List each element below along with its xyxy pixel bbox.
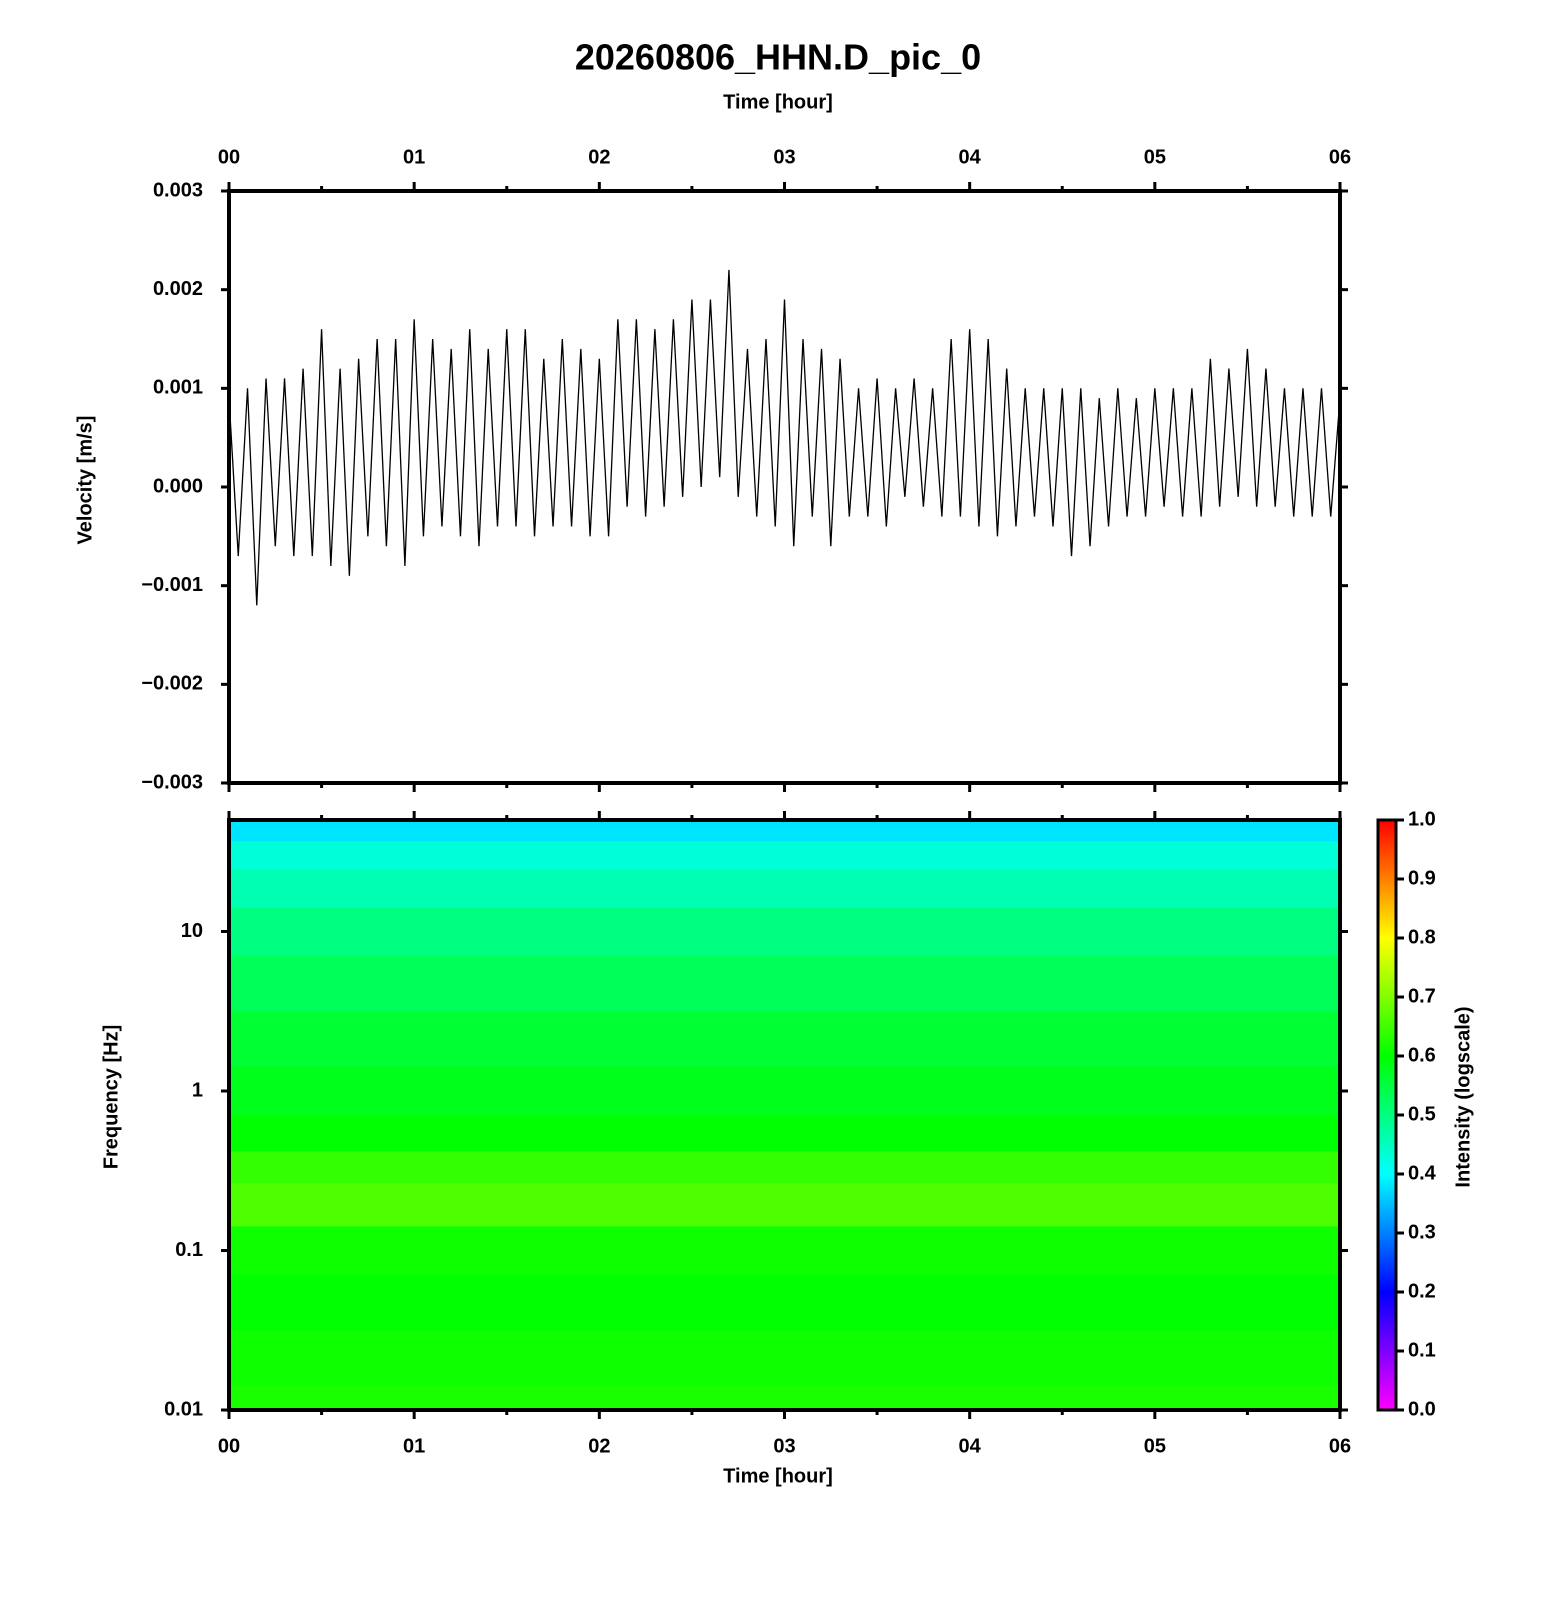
y-tick-label: −0.003 bbox=[141, 771, 203, 793]
chart-title: 20260806_HHN.D_pic_0 bbox=[575, 37, 981, 78]
y-tick-label: −0.001 bbox=[141, 574, 203, 596]
spectrogram-cell bbox=[229, 1330, 1340, 1387]
x-tick-label: 01 bbox=[403, 1435, 425, 1457]
y-tick-label: 0.1 bbox=[175, 1239, 203, 1261]
spectrogram-cell bbox=[229, 841, 1340, 870]
x-tick-label: 02 bbox=[588, 1435, 610, 1457]
spectrogram-cell bbox=[229, 1274, 1340, 1331]
spectrogram-cell bbox=[229, 820, 1340, 842]
colorbar-tick-label: 1.0 bbox=[1408, 808, 1436, 830]
y-axis-label: Velocity [m/s] bbox=[74, 416, 96, 545]
y-tick-label: 10 bbox=[181, 920, 203, 942]
colorbar-tick-label: 0.7 bbox=[1408, 985, 1436, 1007]
x-tick-label: 00 bbox=[218, 1435, 240, 1457]
x-tick-label: 05 bbox=[1144, 146, 1166, 168]
x-tick-label: 03 bbox=[773, 146, 795, 168]
colorbar-tick-label: 0.4 bbox=[1408, 1162, 1437, 1184]
plot-frame bbox=[227, 189, 1342, 785]
y-tick-label: 1 bbox=[192, 1079, 203, 1101]
spectrogram-cell bbox=[229, 869, 1340, 908]
y-tick-label: 0.002 bbox=[153, 278, 203, 300]
x-tick-label: 02 bbox=[588, 146, 610, 168]
spectrogram-cell bbox=[229, 1183, 1340, 1227]
colorbar-tick-label: 0.2 bbox=[1408, 1280, 1436, 1302]
x-tick-label: 00 bbox=[218, 146, 240, 168]
spectrogram-cell bbox=[229, 1151, 1340, 1184]
colorbar-label: Intensity (logscale) bbox=[1452, 1006, 1474, 1187]
spectrogram-cell bbox=[229, 1385, 1340, 1411]
y-tick-label: 0.000 bbox=[153, 475, 203, 497]
colorbar-tick-label: 0.6 bbox=[1408, 1044, 1436, 1066]
y-tick-label: 0.01 bbox=[164, 1398, 203, 1420]
x-axis-label: Time [hour] bbox=[723, 91, 833, 113]
y-tick-label: 0.003 bbox=[153, 179, 203, 201]
colorbar-tick-label: 0.9 bbox=[1408, 867, 1436, 889]
x-axis-label: Time [hour] bbox=[723, 1465, 833, 1487]
waveform bbox=[228, 269, 1341, 606]
x-tick-label: 06 bbox=[1329, 1435, 1351, 1457]
x-tick-label: 03 bbox=[773, 1435, 795, 1457]
x-tick-label: 05 bbox=[1144, 1435, 1166, 1457]
spectrogram-cell bbox=[229, 955, 1340, 1012]
spectrogram-cell bbox=[229, 1115, 1340, 1152]
x-tick-label: 06 bbox=[1329, 146, 1351, 168]
x-tick-label: 01 bbox=[403, 146, 425, 168]
colorbar-tick-label: 0.5 bbox=[1408, 1103, 1436, 1125]
spectrogram-cell bbox=[229, 1066, 1340, 1116]
spectrogram-cell bbox=[229, 1226, 1340, 1276]
colorbar bbox=[1376, 818, 1398, 1412]
x-tick-label: 04 bbox=[959, 1435, 982, 1457]
y-axis-label: Frequency [Hz] bbox=[100, 1025, 122, 1169]
colorbar-tick-label: 0.1 bbox=[1408, 1339, 1436, 1361]
y-tick-label: 0.001 bbox=[153, 377, 203, 399]
colorbar-tick-label: 0.0 bbox=[1408, 1398, 1436, 1420]
spectrogram-cell bbox=[229, 1011, 1340, 1068]
colorbar-tick-label: 0.8 bbox=[1408, 926, 1436, 948]
plot-frame bbox=[227, 818, 1342, 1412]
colorbar-tick-label: 0.3 bbox=[1408, 1221, 1436, 1243]
y-tick-label: −0.002 bbox=[141, 673, 203, 695]
spectrogram-cell bbox=[229, 907, 1340, 956]
x-tick-label: 04 bbox=[959, 146, 982, 168]
